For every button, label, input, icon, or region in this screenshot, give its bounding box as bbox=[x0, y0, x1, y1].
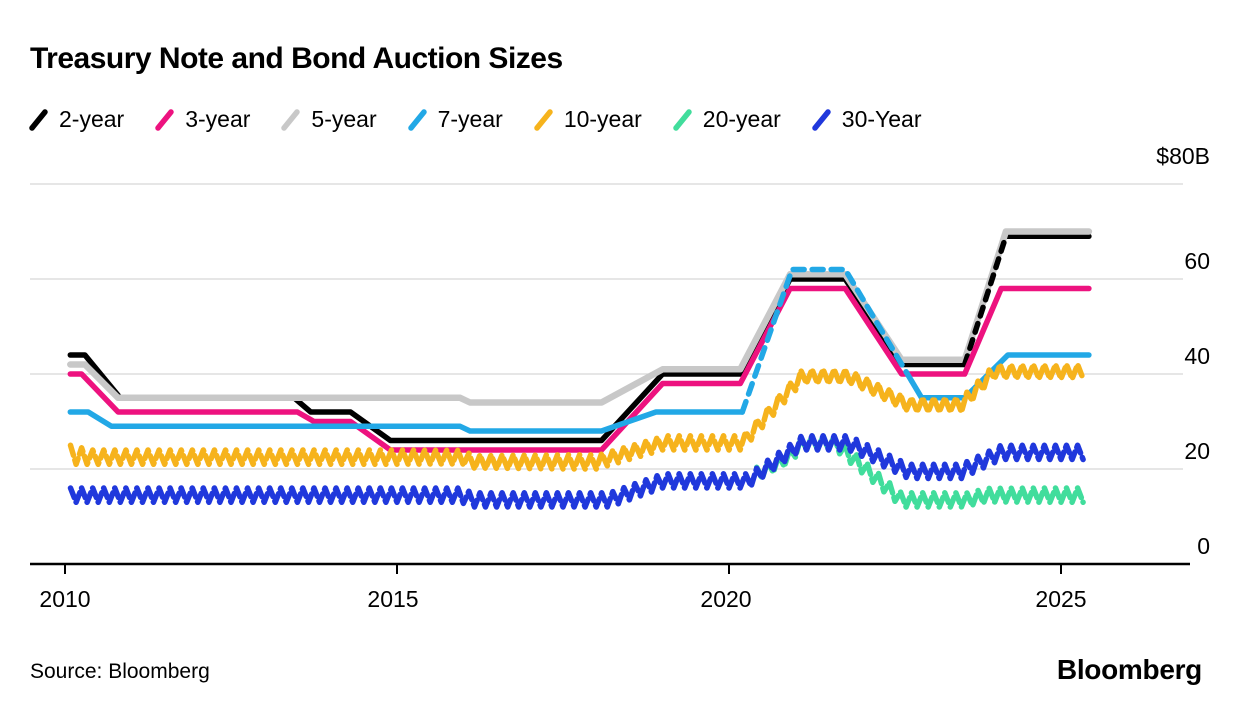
legend-label: 5-year bbox=[311, 106, 377, 132]
legend-item-7-year: 7-year bbox=[407, 106, 503, 133]
legend-swatch-icon bbox=[155, 108, 174, 131]
series-3-year-line bbox=[67, 285, 1092, 453]
legend-label: 2-year bbox=[59, 106, 125, 132]
y-tick-60: 60 bbox=[1184, 248, 1210, 274]
legend-item-30-year: 30-Year bbox=[811, 106, 922, 133]
legend-label: 20-year bbox=[702, 106, 781, 132]
y-tick-0: 0 bbox=[1197, 533, 1210, 559]
series-5-year-line bbox=[67, 228, 1093, 406]
legend-swatch-icon bbox=[29, 108, 48, 131]
x-tick-2015: 2015 bbox=[367, 586, 419, 612]
y-tick-20: 20 bbox=[1184, 438, 1210, 464]
bloomberg-logo: Bloomberg bbox=[1056, 654, 1202, 685]
series-2-year-line bbox=[67, 276, 968, 444]
legend-label: 10-year bbox=[563, 106, 642, 132]
legend-item-2-year: 2-year bbox=[28, 106, 124, 133]
y-tick-40: 40 bbox=[1184, 343, 1210, 369]
legend-swatch-icon bbox=[407, 108, 427, 131]
legend-item-3-year: 3-year bbox=[154, 106, 250, 133]
legend-label: 7-year bbox=[437, 106, 503, 132]
series-10-year-zigzag bbox=[67, 361, 1086, 472]
x-tick-2010: 2010 bbox=[39, 586, 91, 612]
legend: 2-year 3-year 5-year 7-year 10-year 20-year 30… bbox=[28, 106, 922, 133]
series-7-year-dashed-segment bbox=[739, 266, 915, 415]
y-axis-unit-label: $80B bbox=[1156, 143, 1210, 169]
legend-label: 30-Year bbox=[841, 106, 922, 132]
series-30-year-zigzag bbox=[67, 433, 1086, 510]
legend-item-5-year: 5-year bbox=[280, 106, 377, 133]
legend-swatch-icon bbox=[673, 108, 692, 131]
legend-swatch-icon bbox=[534, 108, 553, 131]
legend-label: 3-year bbox=[185, 106, 251, 132]
legend-swatch-icon bbox=[812, 108, 831, 131]
source-attribution: Source: Bloomberg bbox=[30, 660, 210, 683]
legend-item-10-year: 10-year bbox=[533, 106, 642, 133]
legend-item-20-year: 20-year bbox=[672, 106, 781, 133]
page-title: Treasury Note and Bond Auction Sizes bbox=[30, 42, 563, 75]
series-2-year-dashed-ramp bbox=[961, 233, 1009, 368]
series-7-year-line bbox=[67, 409, 746, 434]
legend-swatch-icon bbox=[281, 108, 301, 131]
x-tick-2020: 2020 bbox=[700, 586, 752, 612]
x-tick-2025: 2025 bbox=[1035, 586, 1087, 612]
